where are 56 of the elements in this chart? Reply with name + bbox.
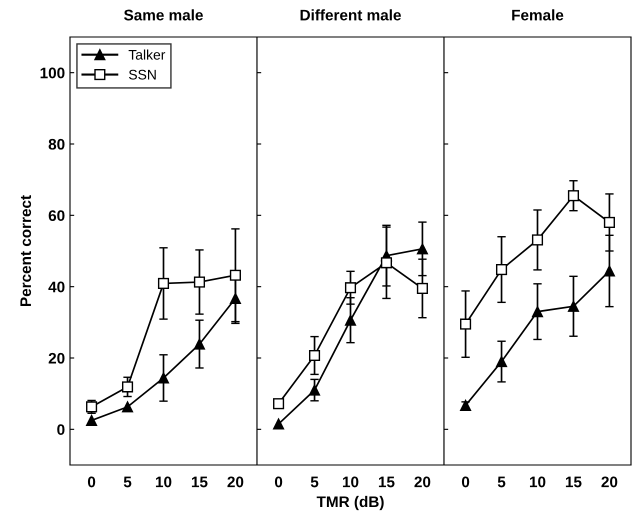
chart-title: Same male (124, 9, 203, 20)
point (496, 356, 508, 368)
y-tick-label: 0 (57, 424, 65, 436)
x-tick-label: 10 (342, 476, 358, 488)
point (158, 372, 170, 384)
point (568, 190, 580, 202)
x-tick-label: 15 (378, 476, 395, 488)
x-axis-title: TMR (dB) (316, 496, 384, 510)
y-tick-label: 80 (48, 138, 65, 150)
x-tick-label: 5 (124, 476, 132, 488)
x-tick-label: 20 (414, 476, 430, 488)
y-axis-title: Percent correct (20, 195, 32, 306)
x-tick-label: 0 (274, 476, 282, 488)
point (532, 234, 544, 246)
point (604, 265, 615, 277)
chart-title: Female (512, 9, 564, 20)
legend-label: SSN (128, 70, 156, 80)
x-tick-label: 20 (227, 476, 244, 488)
point (86, 414, 98, 426)
point (158, 278, 170, 290)
x-tick-label: 0 (462, 476, 470, 488)
x-tick-label: 20 (601, 476, 618, 488)
point (308, 384, 320, 396)
x-tick-label: 5 (310, 476, 318, 488)
point (122, 381, 134, 392)
x-tick-label: 10 (156, 476, 172, 488)
x-tick-label: 15 (192, 476, 208, 488)
point (568, 300, 580, 312)
x-tick-label: 10 (530, 476, 546, 488)
point (460, 400, 472, 411)
x-tick-label: 0 (88, 476, 96, 488)
point (194, 338, 206, 350)
y-tick-label: 40 (48, 282, 65, 292)
point (194, 276, 206, 288)
point (416, 282, 428, 294)
point (496, 264, 508, 276)
point (532, 306, 544, 318)
x-tick-label: 15 (566, 476, 582, 488)
point (344, 282, 356, 294)
point (230, 270, 241, 281)
point (460, 318, 472, 330)
chart-title: Different male (300, 9, 401, 20)
point (604, 216, 615, 228)
y-tick-label: 60 (48, 210, 65, 222)
point (344, 314, 356, 326)
x-tick-label: 5 (498, 476, 506, 488)
point (308, 350, 320, 362)
point (230, 292, 241, 304)
legend-label: Talker (128, 50, 166, 60)
y-tick-label: 100 (40, 68, 65, 78)
point (122, 401, 134, 412)
point (416, 243, 428, 254)
point (273, 398, 284, 410)
point (380, 257, 392, 268)
y-tick-label: 20 (48, 352, 65, 364)
point (273, 418, 284, 430)
